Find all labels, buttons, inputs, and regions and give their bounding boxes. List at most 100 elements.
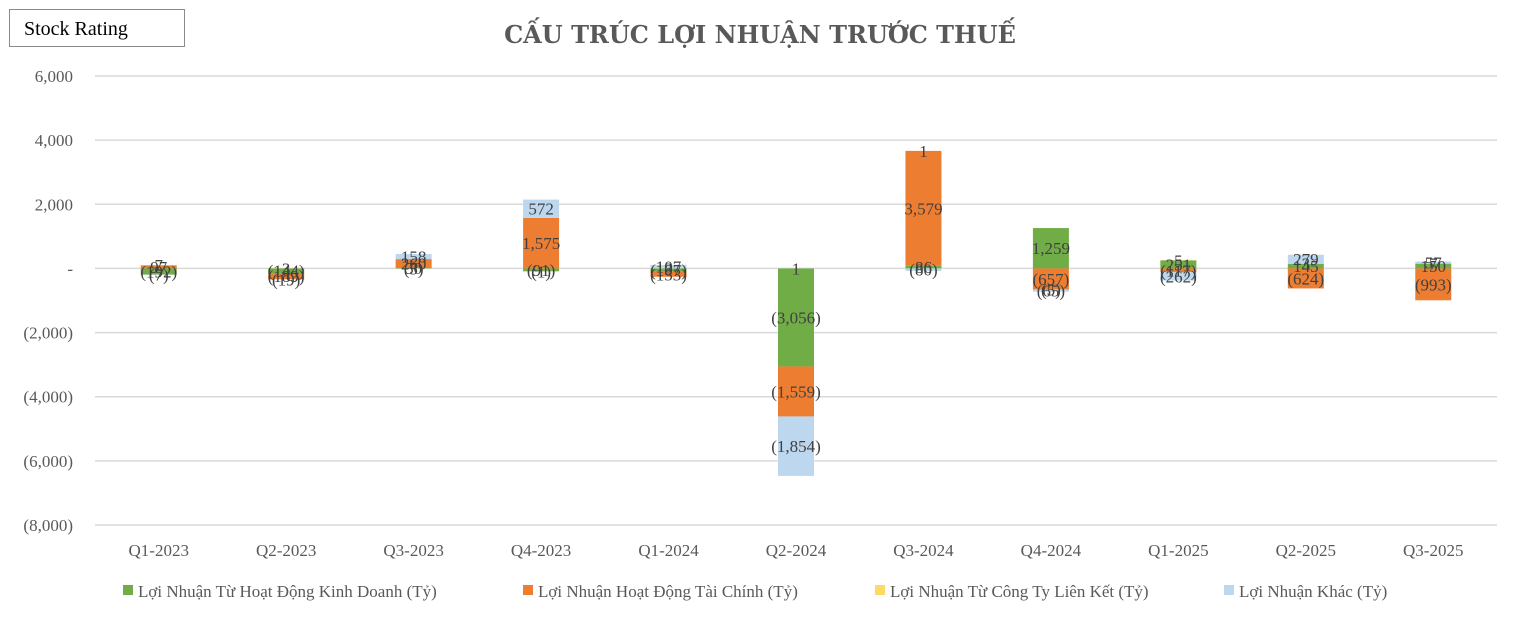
- bar-segment: [650, 264, 687, 269]
- y-tick-label: (6,000): [23, 452, 73, 471]
- legend-item: Lợi Nhuận Khác (Tỷ): [1224, 582, 1387, 601]
- data-label: 57: [1425, 253, 1443, 272]
- data-label: 158: [401, 248, 427, 267]
- data-label: 7: [154, 256, 163, 275]
- data-label: (1,559): [771, 382, 821, 401]
- bar-segment: [1415, 268, 1452, 301]
- bar-segment: [1415, 263, 1452, 269]
- bar-segment: [905, 268, 942, 271]
- data-label: 5: [1174, 251, 1183, 270]
- bar-segment: [268, 268, 305, 274]
- data-label: (624): [1287, 269, 1324, 288]
- legend-label: Lợi Nhuận Từ Công Ty Liên Kết (Tỷ): [890, 582, 1149, 601]
- bar-segment: [650, 271, 687, 277]
- bar-segment: [778, 416, 814, 476]
- bar-segment: [905, 150, 942, 266]
- data-label: (7): [149, 266, 169, 285]
- bar-segment: [523, 199, 560, 218]
- data-label: 1: [792, 259, 801, 278]
- legend-swatch: [875, 585, 885, 595]
- data-label: 260: [401, 254, 427, 273]
- x-tick-label: Q1-2025: [1148, 541, 1208, 560]
- x-tick-label: Q1-2024: [638, 541, 699, 560]
- bar-segment: [1032, 268, 1069, 290]
- bar-segment: [523, 268, 560, 272]
- x-tick-label: Q2-2025: [1276, 541, 1336, 560]
- data-label: (65): [1037, 282, 1065, 301]
- data-label: 3: [282, 259, 291, 278]
- bar-segment: [1032, 228, 1069, 269]
- bar-segment: [1160, 260, 1197, 269]
- data-labels: (192)977(7) (144)(189)3(19)30260(5)158(91…: [140, 142, 1451, 456]
- data-label: 1: [919, 142, 928, 161]
- x-tick-label: Q4-2023: [511, 541, 571, 560]
- data-label: (5): [404, 260, 424, 279]
- bar-segment: [140, 265, 177, 269]
- bar-segment: [1287, 263, 1324, 269]
- bar-segment: [778, 366, 814, 417]
- legend-item: Lợi Nhuận Từ Hoạt Động Kinh Doanh (Tỷ): [123, 582, 437, 601]
- data-label: 30: [405, 259, 422, 278]
- bar-segment: [1415, 261, 1452, 264]
- data-label: 3: [664, 259, 673, 278]
- legend-item: Lợi Nhuận Từ Công Ty Liên Kết (Tỷ): [875, 582, 1149, 601]
- data-label: 1,259: [1032, 239, 1070, 258]
- data-label: 145: [1293, 257, 1319, 276]
- chart-title: CẤU TRÚC LỢI NHUẬN TRƯỚC THUẾ: [504, 17, 1016, 49]
- data-label: 572: [528, 200, 554, 219]
- data-label: 97: [150, 258, 168, 277]
- x-tick-label: Q4-2024: [1021, 541, 1082, 560]
- data-label: (1,854): [771, 437, 821, 456]
- data-label: 3: [1302, 255, 1311, 274]
- x-axis: Q1-2023 Q2-2023 Q3-2023 Q4-2023 Q1-2024 Q2-20…: [129, 541, 1464, 560]
- x-tick-label: Q3-2025: [1403, 541, 1463, 560]
- bar-segment: [395, 267, 432, 269]
- data-label: 279: [1293, 250, 1319, 269]
- data-label: (153): [650, 265, 687, 284]
- data-label: (5): [1041, 281, 1061, 300]
- bar-segment: [268, 279, 305, 280]
- data-label: 3,579: [904, 199, 942, 218]
- x-tick-label: Q2-2024: [766, 541, 827, 560]
- data-label: (144): [268, 262, 305, 281]
- data-label: (91): [527, 261, 555, 280]
- y-axis: 6,000 4,000 2,000 - (2,000) (4,000) (6,000) (8,…: [23, 67, 73, 535]
- y-tick-label: 4,000: [35, 131, 73, 150]
- bar-segment: [523, 217, 560, 269]
- bar-segment: [1287, 254, 1324, 264]
- legend-label: Lợi Nhuận Hoạt Động Tài Chính (Tỷ): [538, 582, 798, 601]
- data-label: (3,056): [771, 308, 821, 327]
- x-tick-label: Q3-2023: [383, 541, 443, 560]
- bar-segment: [140, 268, 177, 275]
- bar-segment: [905, 265, 942, 269]
- legend-label: Lợi Nhuận Từ Hoạt Động Kinh Doanh (Tỷ): [138, 582, 437, 601]
- y-tick-label: (4,000): [23, 388, 73, 407]
- bar-segment: [1032, 289, 1069, 292]
- x-tick-label: Q1-2023: [129, 541, 189, 560]
- legend-swatch: [1224, 585, 1234, 595]
- x-tick-label: Q2-2023: [256, 541, 316, 560]
- data-label: (107): [650, 261, 687, 280]
- data-label: (19): [272, 270, 300, 289]
- x-tick-label: Q3-2024: [893, 541, 954, 560]
- legend: Lợi Nhuận Từ Hoạt Động Kinh Doanh (Tỷ) Lợ…: [123, 582, 1387, 601]
- data-label: 7: [1429, 255, 1438, 274]
- legend-swatch: [523, 585, 533, 595]
- bar-segment: [395, 259, 432, 268]
- bars: [140, 150, 1452, 476]
- data-label: (189): [268, 267, 305, 286]
- y-tick-label: (2,000): [23, 324, 73, 343]
- legend-swatch: [123, 585, 133, 595]
- data-label: 150: [1421, 257, 1447, 276]
- stock-rating-box: Stock Rating: [9, 9, 185, 47]
- data-label: (657): [1032, 270, 1069, 289]
- data-label: 107: [656, 258, 682, 277]
- bar-segment: [395, 254, 432, 260]
- bar-segment: [1160, 272, 1197, 281]
- bar-segment: [778, 268, 814, 367]
- y-tick-label: 6,000: [35, 67, 73, 86]
- y-tick-label: -: [67, 259, 73, 278]
- y-tick-label: 2,000: [35, 195, 73, 214]
- data-label: (1): [531, 262, 551, 281]
- legend-item: Lợi Nhuận Hoạt Động Tài Chính (Tỷ): [523, 582, 798, 601]
